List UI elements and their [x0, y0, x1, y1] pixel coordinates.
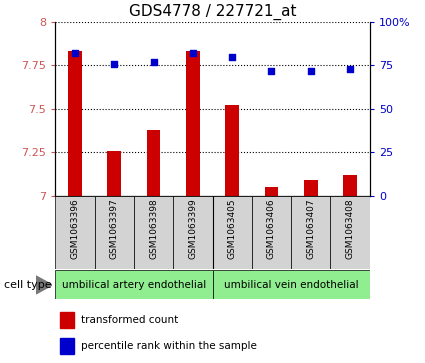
Text: umbilical artery endothelial: umbilical artery endothelial — [62, 280, 206, 290]
Bar — [212, 270, 370, 299]
Point — [190, 50, 196, 56]
Bar — [60, 312, 74, 328]
Bar — [94, 196, 134, 269]
Point — [111, 61, 118, 66]
Bar — [186, 52, 200, 196]
Point — [71, 50, 78, 56]
Text: GSM1063405: GSM1063405 — [228, 198, 237, 259]
Point — [307, 68, 314, 73]
Bar — [55, 196, 94, 269]
Bar — [291, 196, 331, 269]
Bar — [108, 151, 121, 196]
Text: GSM1063396: GSM1063396 — [71, 198, 79, 259]
Text: cell type: cell type — [4, 280, 52, 290]
Text: GSM1063408: GSM1063408 — [346, 198, 354, 259]
Point — [347, 66, 354, 72]
Text: umbilical vein endothelial: umbilical vein endothelial — [224, 280, 358, 290]
Bar — [225, 105, 239, 196]
Bar — [147, 130, 160, 196]
Bar — [212, 196, 252, 269]
Bar — [68, 52, 82, 196]
Bar — [343, 175, 357, 196]
Text: GSM1063399: GSM1063399 — [188, 198, 197, 259]
Bar — [55, 270, 212, 299]
Text: GSM1063406: GSM1063406 — [267, 198, 276, 259]
Point — [268, 68, 275, 73]
Bar — [304, 180, 317, 196]
Bar — [265, 187, 278, 196]
Title: GDS4778 / 227721_at: GDS4778 / 227721_at — [129, 4, 296, 20]
Bar — [60, 338, 74, 354]
Text: GSM1063407: GSM1063407 — [306, 198, 315, 259]
Text: percentile rank within the sample: percentile rank within the sample — [81, 341, 257, 351]
Bar — [173, 196, 212, 269]
Polygon shape — [36, 276, 52, 294]
Point — [150, 59, 157, 65]
Text: GSM1063398: GSM1063398 — [149, 198, 158, 259]
Bar — [331, 196, 370, 269]
Text: transformed count: transformed count — [81, 315, 178, 325]
Point — [229, 54, 235, 60]
Bar — [252, 196, 291, 269]
Bar — [134, 196, 173, 269]
Text: GSM1063397: GSM1063397 — [110, 198, 119, 259]
